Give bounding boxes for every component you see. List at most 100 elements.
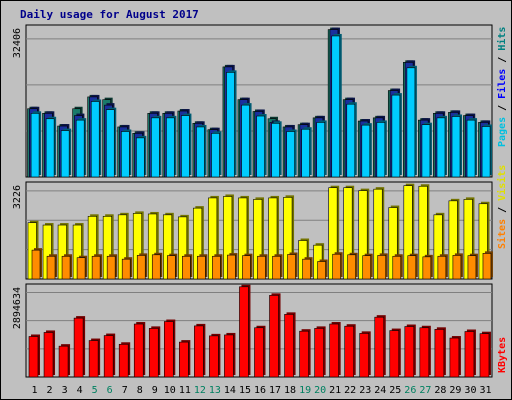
bar-sites-day-10	[166, 255, 176, 280]
bar-kbytes-day-10	[163, 321, 174, 378]
bar-kbytes-day-30	[464, 331, 475, 378]
bar-pages-day-5	[90, 101, 100, 178]
panel-top-side-label: Pages / Files / Hits	[496, 27, 508, 147]
bar-sites-day-20	[317, 261, 326, 280]
x-tick-label-day-24: 24	[374, 385, 386, 396]
bar-kbytes-day-25	[389, 330, 400, 378]
x-tick-label-day-5: 5	[92, 385, 98, 396]
x-tick-label-day-23: 23	[359, 385, 371, 396]
bar-kbytes-day-18	[284, 314, 294, 378]
bar-sites-day-18	[287, 254, 296, 280]
x-tick-label-day-30: 30	[464, 385, 476, 396]
bar-kbytes-day-14	[224, 334, 234, 378]
bar-pages-day-3	[60, 130, 70, 178]
bar-kbytes-day-11	[179, 341, 189, 378]
bar-pages-day-8	[136, 137, 145, 178]
panel-top-side-label-part-2: Files	[496, 69, 508, 99]
bar-sites-day-19	[302, 258, 311, 280]
x-tick-label-day-8: 8	[137, 385, 143, 396]
panel-middle-side-label-part-1: /	[497, 201, 508, 219]
bar-pages-day-11	[181, 115, 190, 178]
x-tick-label-day-15: 15	[239, 385, 251, 396]
bar-sites-day-1	[31, 249, 41, 280]
bar-kbytes-day-1	[28, 336, 39, 378]
x-tick-label-day-28: 28	[434, 385, 446, 396]
bar-kbytes-day-9	[148, 328, 159, 378]
bar-pages-day-10	[166, 117, 175, 178]
bar-sites-day-11	[182, 255, 191, 280]
x-tick-label-day-26: 26	[404, 385, 416, 396]
bar-pages-day-28	[436, 117, 446, 178]
bar-kbytes-day-23	[359, 333, 370, 378]
bar-sites-day-14	[227, 254, 236, 280]
x-tick-label-day-11: 11	[179, 385, 191, 396]
bar-pages-day-16	[256, 115, 265, 178]
bar-sites-day-17	[272, 255, 281, 280]
x-tick-label-day-7: 7	[122, 385, 128, 396]
x-tick-label-day-13: 13	[209, 385, 221, 396]
bar-pages-day-27	[421, 124, 431, 178]
bar-pages-day-20	[316, 122, 326, 178]
bar-kbytes-day-28	[434, 329, 445, 378]
bar-pages-day-4	[75, 119, 85, 178]
bar-pages-day-15	[241, 104, 250, 178]
bar-sites-day-5	[91, 255, 101, 280]
panel-bottom-y-tick-label: 2894634	[12, 287, 23, 329]
x-tick-label-day-1: 1	[32, 385, 38, 396]
bar-pages-day-23	[361, 124, 371, 178]
bar-pages-day-26	[406, 67, 416, 178]
x-tick-label-day-12: 12	[194, 385, 206, 396]
bar-pages-day-19	[301, 128, 310, 178]
x-tick-label-day-21: 21	[329, 385, 341, 396]
bar-sites-day-27	[422, 256, 432, 280]
bar-kbytes-day-21	[329, 323, 339, 378]
panel-middle-side-label: Sites / Visits	[496, 165, 508, 249]
bar-kbytes-day-13	[209, 335, 219, 378]
bar-kbytes-day-17	[269, 295, 279, 378]
x-tick-label-day-20: 20	[314, 385, 326, 396]
bar-sites-day-29	[452, 255, 462, 280]
bar-kbytes-day-16	[254, 327, 264, 378]
bar-pages-day-18	[286, 131, 295, 178]
bar-sites-day-25	[392, 255, 402, 280]
bar-sites-day-4	[76, 257, 86, 280]
bar-pages-day-17	[271, 123, 280, 178]
bar-pages-day-1	[30, 113, 40, 178]
x-tick-label-day-16: 16	[254, 385, 266, 396]
bar-sites-day-6	[106, 255, 116, 280]
x-tick-label-day-25: 25	[389, 385, 401, 396]
bar-kbytes-day-5	[88, 340, 99, 378]
x-tick-label-day-2: 2	[47, 385, 53, 396]
bar-sites-day-3	[61, 255, 71, 280]
bar-pages-day-22	[346, 103, 356, 178]
panel-middle-side-label-part-0: Sites	[496, 219, 508, 249]
x-tick-label-day-3: 3	[62, 385, 68, 396]
bar-pages-day-24	[376, 122, 386, 178]
bar-sites-day-9	[151, 254, 161, 280]
bar-pages-day-12	[196, 126, 205, 178]
x-tick-label-day-14: 14	[224, 385, 236, 396]
x-tick-label-day-27: 27	[419, 385, 431, 396]
bar-kbytes-day-7	[118, 343, 129, 378]
bar-kbytes-day-31	[479, 333, 490, 378]
bar-sites-day-30	[467, 255, 477, 280]
bar-kbytes-day-8	[133, 323, 144, 378]
bar-kbytes-day-12	[194, 325, 204, 378]
x-tick-label-day-31: 31	[479, 385, 491, 396]
bar-sites-day-28	[437, 255, 447, 280]
panel-middle-side-label-part-2: Visits	[496, 165, 508, 201]
bar-kbytes-day-29	[449, 337, 460, 378]
bar-kbytes-day-24	[374, 316, 385, 378]
bar-kbytes-day-15	[239, 286, 249, 378]
bar-pages-day-31	[481, 126, 491, 178]
bar-sites-day-23	[362, 255, 372, 280]
bar-sites-day-8	[136, 255, 146, 280]
x-tick-label-day-4: 4	[77, 385, 83, 396]
x-tick-label-day-29: 29	[449, 385, 461, 396]
bar-kbytes-day-4	[73, 317, 84, 378]
panel-top-side-label-part-1: /	[497, 99, 508, 117]
bar-kbytes-day-22	[344, 325, 354, 378]
bar-pages-day-9	[151, 117, 160, 178]
